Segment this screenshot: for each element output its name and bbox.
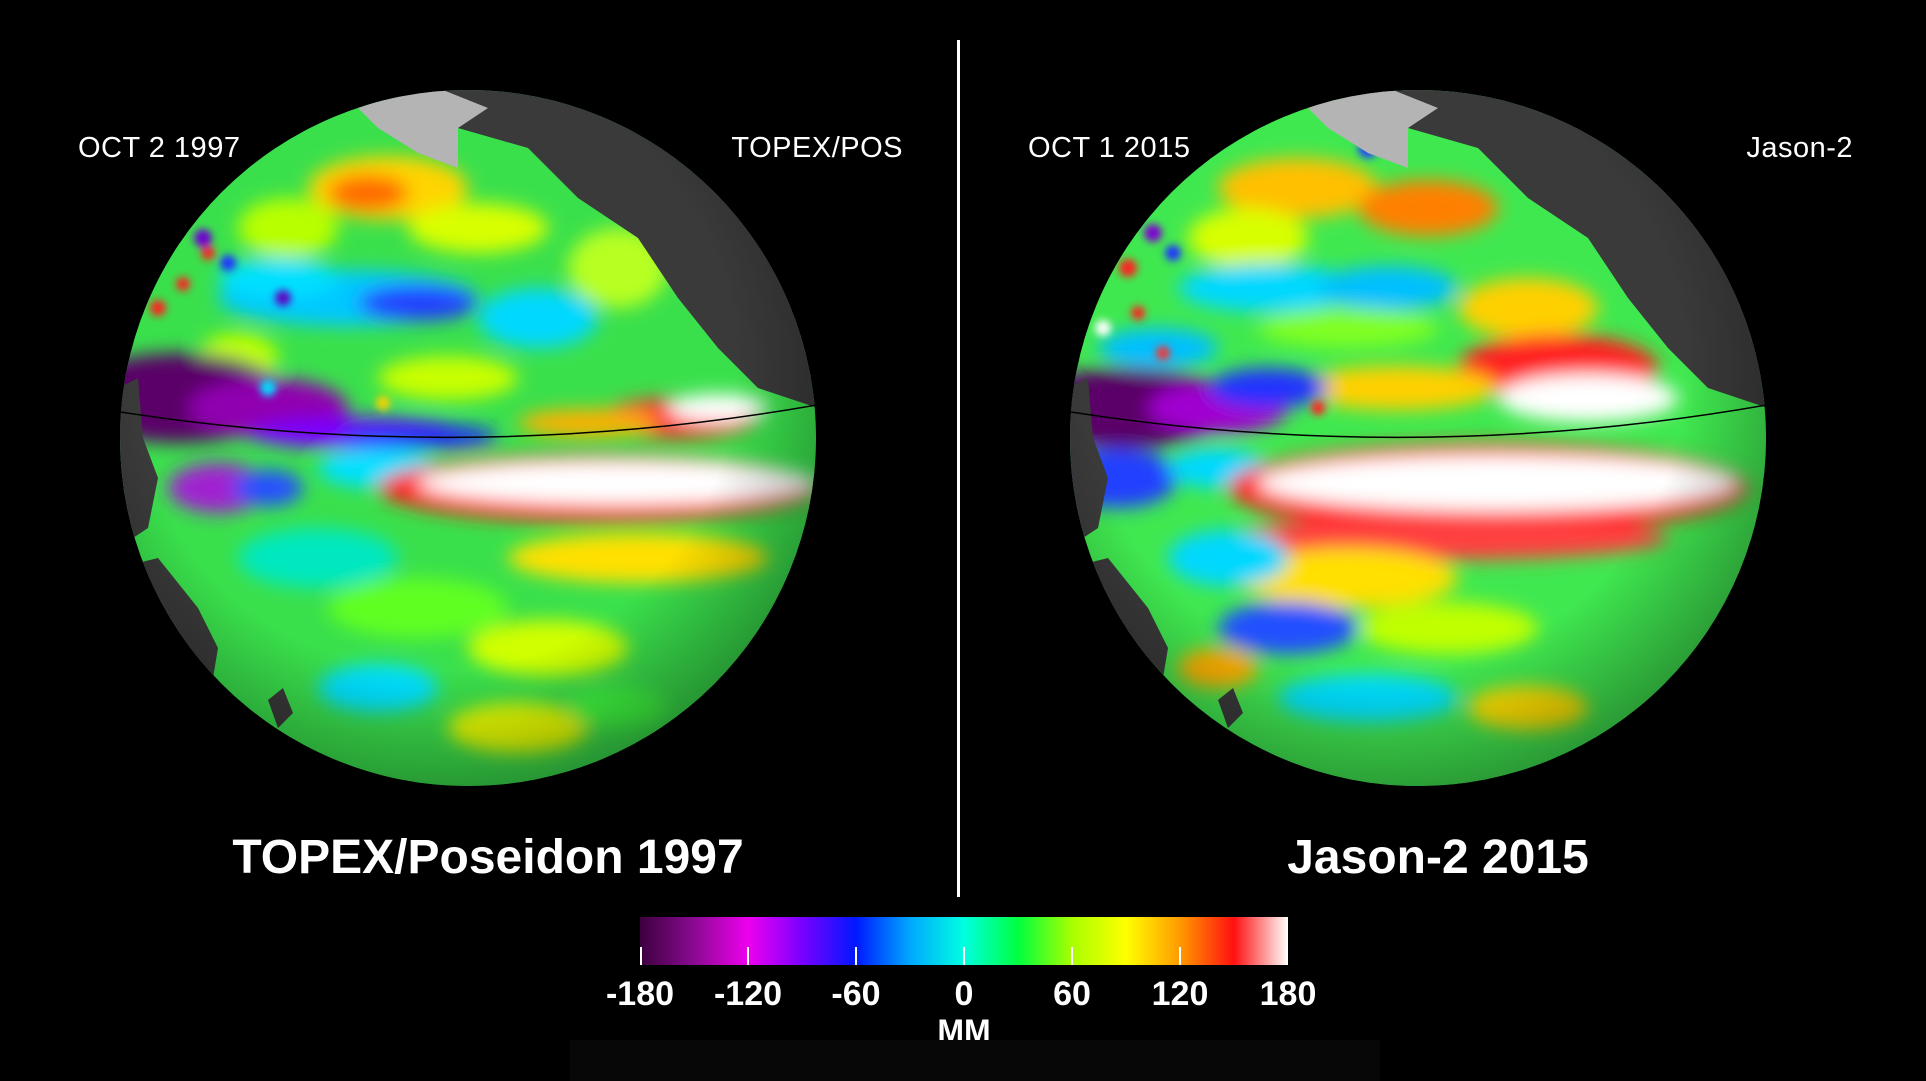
date-label-1997: OCT 2 1997 [78, 132, 241, 164]
colorbar-tick-label: -60 [831, 975, 881, 1013]
colorbar-tick-label: 0 [954, 975, 974, 1013]
colorbar-gradient [640, 917, 1288, 965]
panel-title-2015: Jason-2 2015 [1287, 831, 1589, 884]
satellite-label-2015: Jason-2 [1746, 132, 1853, 164]
globe-1997 [120, 90, 816, 786]
colorbar-tick-label: 60 [1053, 975, 1091, 1013]
panel-title-1997: TOPEX/Poseidon 1997 [232, 831, 744, 884]
panel-divider [957, 40, 960, 897]
date-label-2015: OCT 1 2015 [1028, 132, 1191, 164]
bottom-strip [570, 1040, 1380, 1081]
globe-2015 [1070, 90, 1766, 786]
colorbar-tick-label: 180 [1259, 975, 1317, 1013]
panel-2015: OCT 1 2015 Jason-2 [968, 40, 1908, 900]
colorbar-tick-label: 120 [1151, 975, 1209, 1013]
satellite-label-1997: TOPEX/POS [731, 132, 903, 164]
colorbar-tick-label: -120 [713, 975, 783, 1013]
colorbar-tick-label: -180 [605, 975, 675, 1013]
panel-1997: OCT 2 1997 TOPEX/POS [18, 40, 958, 900]
